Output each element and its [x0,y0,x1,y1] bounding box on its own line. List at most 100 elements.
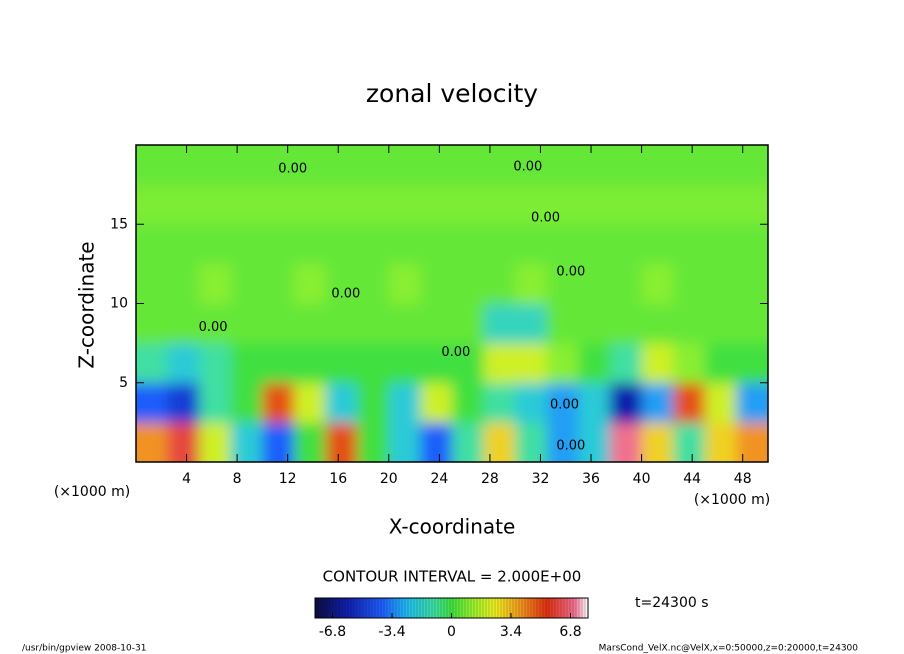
cell [230,184,263,225]
cell [515,263,548,304]
cell [515,422,548,462]
cell [673,263,706,304]
cell [578,184,611,225]
plot-frame [135,144,769,463]
contour-label: 0.00 [331,286,360,301]
contour-label: 0.00 [556,264,585,279]
cell [736,343,768,384]
contour-label: 0.00 [199,320,228,335]
cell [199,382,232,423]
cell [483,422,516,462]
cell [388,422,421,462]
x-tick-label: 16 [329,471,347,487]
cell [610,343,643,384]
cell [136,382,169,423]
contour-label: 0.00 [550,397,579,412]
cell [167,382,200,423]
cell [546,184,579,225]
cell [452,263,485,304]
cell [610,184,643,225]
cell [230,303,263,344]
cell [515,224,548,265]
cell [167,303,200,344]
footer-left: /usr/bin/gpview 2008-10-31 [22,644,146,654]
cell [357,145,390,186]
cell [294,145,327,186]
cell [199,343,232,384]
cell [230,422,263,462]
cell [230,343,263,384]
cell [388,303,421,344]
cell [452,382,485,423]
time-label: t=24300 s [635,595,709,611]
cell [294,303,327,344]
cell [736,303,768,344]
cell [136,422,169,462]
cell [136,303,169,344]
cell [515,184,548,225]
cell [578,382,611,423]
cell [199,145,232,186]
cell [673,382,706,423]
cell [325,145,358,186]
cell [294,224,327,265]
cell [199,184,232,225]
cell [420,382,453,423]
cell [704,184,737,225]
cell [673,184,706,225]
cell [388,184,421,225]
contour-label: 0.00 [556,439,585,454]
x-tick-label: 8 [233,471,242,487]
contour-label: 0.00 [441,345,470,360]
cell [641,343,674,384]
cell [452,422,485,462]
cell [673,303,706,344]
cell [546,224,579,265]
x-tick-label: 44 [683,471,701,487]
cell [199,303,232,344]
x-tick-label: 48 [734,471,752,487]
cell [452,145,485,186]
cell [641,422,674,462]
cell [167,184,200,225]
x-tick-label: 28 [481,471,499,487]
cell [452,184,485,225]
cell [294,343,327,384]
cell [388,382,421,423]
cell [452,343,485,384]
cell [325,382,358,423]
cell [136,343,169,384]
cell [704,224,737,265]
cell [641,184,674,225]
cell [294,184,327,225]
cell [167,263,200,304]
cell [420,263,453,304]
cell [136,263,169,304]
cell [736,145,768,186]
cell [515,382,548,423]
cell [357,184,390,225]
cell [230,263,263,304]
field [136,145,768,462]
x-tick-label: 12 [279,471,297,487]
chart-title: zonal velocity [366,79,538,108]
cell [420,343,453,384]
x-tick-label: 20 [380,471,398,487]
cell [388,145,421,186]
cell [546,303,579,344]
cell [546,422,579,462]
cell [325,224,358,265]
cell [610,382,643,423]
cell [388,263,421,304]
overlay: 0.00 0.000.000.000.000.000.000.000.004 8 12… [110,145,768,487]
cell [578,263,611,304]
contour-label: 0.00 [531,210,560,225]
plot-area [136,145,768,462]
cell [641,224,674,265]
cell [388,343,421,384]
cell [578,224,611,265]
cell [167,224,200,265]
cell [736,184,768,225]
cell [736,263,768,304]
